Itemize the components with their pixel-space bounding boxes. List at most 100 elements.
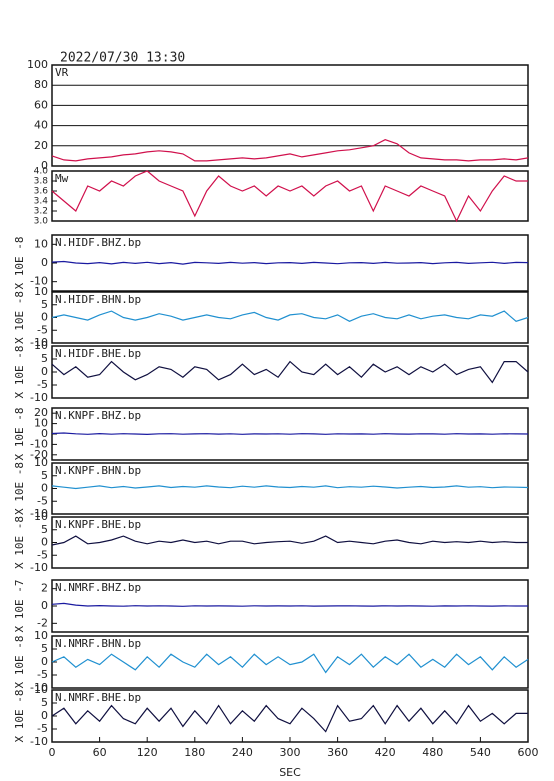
y-tick-label: 80 [34,78,48,91]
y-tick-label: 0 [41,536,48,549]
waveform [51,360,529,384]
waveform [51,260,529,265]
x-tick-label: 240 [232,746,253,759]
y-tick-label: -10 [30,391,48,404]
chart-title: 2022/07/30 13:30 [60,51,185,66]
waveform [51,310,529,322]
x-tick-label: 600 [518,746,539,759]
y-tick-label: 3.8 [34,177,49,187]
y-tick-label: 3.0 [34,217,49,227]
y-tick-label: 0 [41,599,48,612]
y-tick-label: 10 [34,510,48,523]
y-tick-label: 10 [34,339,48,352]
y-tick-label: 2 [41,582,48,595]
panel-label: VR [55,66,69,79]
waveform [51,139,529,162]
y-tick-label: -5 [37,494,48,507]
y-tick-label: 10 [34,456,48,469]
y-axis-label: X 10E -8 [13,237,26,290]
y-tick-label: 5 [41,696,48,709]
y-axis-label: X 10E -8 [13,462,26,515]
y-tick-label: 0 [41,311,48,324]
y-tick-label: 20 [34,139,48,152]
y-tick-label: 0 [41,655,48,668]
y-tick-label: 5 [41,642,48,655]
y-tick-label: 5 [41,352,48,365]
y-tick-label: 60 [34,98,48,111]
y-tick-label: -10 [30,437,48,450]
x-axis-label: SEC [279,766,301,779]
panel-frame [51,64,529,167]
y-tick-label: 10 [34,417,48,430]
y-tick-label: 3.2 [34,207,48,217]
x-tick-label: 60 [93,746,107,759]
y-tick-label: 4.0 [34,167,49,177]
y-tick-label: 0 [41,709,48,722]
y-tick-label: 10 [34,683,48,696]
y-tick-label: -10 [30,681,48,694]
panel-label: N.NMRF.BHE.bp [55,691,141,704]
waveform [51,704,528,733]
y-tick-label: -20 [30,448,48,461]
y-tick-label: -10 [30,561,48,574]
y-tick-label: 5 [41,469,48,482]
y-tick-label: 0 [41,427,48,440]
x-tick-label: 180 [184,746,205,759]
y-tick-label: -10 [30,507,48,520]
y-tick-label: -5 [37,548,48,561]
x-tick-label: 360 [327,746,348,759]
y-tick-label: -5 [37,323,48,336]
y-tick-label: 0 [41,256,48,269]
y-tick-label: 0 [41,482,48,495]
panel-label: N.NMRF.BHN.bp [55,637,141,650]
y-axis-label: X 10E -8 [13,346,26,399]
waveform [51,602,528,607]
x-tick-label: 300 [280,746,301,759]
panel-frame [51,234,529,292]
y-tick-label: 3.4 [34,197,49,207]
panel-label: N.HIDF.BHZ.bp [55,236,141,249]
y-tick-label: 40 [34,119,48,132]
y-tick-label: 20 [34,406,48,419]
waveform [51,432,529,436]
y-axis-label: X 10E -8 [13,408,26,461]
waveform [51,653,529,674]
x-tick-label: 420 [375,746,396,759]
y-axis-label: X 10E -8 [13,516,26,569]
waveform [51,170,528,223]
y-tick-label: 10 [34,285,48,298]
y-axis-label: X 10E -7 [13,580,26,633]
x-tick-label: 540 [470,746,491,759]
panel-frame [51,462,529,515]
waveform [51,485,529,490]
y-tick-label: -10 [30,336,48,349]
y-axis-label: X 10E -8 [13,690,26,743]
panel-label: N.KNPF.BHE.bp [55,518,141,531]
panel-label: Mw [55,172,69,185]
y-tick-label: -5 [37,722,48,735]
x-tick-label: 480 [422,746,443,759]
y-tick-label: 0 [41,159,48,172]
y-tick-label: 3.6 [34,187,49,197]
y-tick-label: -2 [37,616,48,629]
x-tick-label: 0 [49,746,56,759]
y-axis-label: X 10E -8 [13,291,26,344]
y-axis-label: X 10E -8 [13,636,26,689]
panel-label: N.KNPF.BHZ.bp [55,409,141,422]
y-tick-label: 10 [34,237,48,250]
y-tick-label: 5 [41,523,48,536]
y-tick-label: 0 [41,365,48,378]
y-tick-label: 10 [34,629,48,642]
panel-frame [51,170,529,222]
y-tick-label: -5 [37,668,48,681]
panel-label: N.NMRF.BHZ.bp [55,581,141,594]
panel-label: N.HIDF.BHE.bp [55,347,141,360]
y-tick-label: 100 [27,58,48,71]
x-tick-label: 120 [137,746,158,759]
panel-label: N.KNPF.BHN.bp [55,464,141,477]
waveform [51,535,528,546]
y-tick-label: 5 [41,298,48,311]
y-tick-label: -10 [30,735,48,748]
y-tick-label: -5 [37,378,48,391]
